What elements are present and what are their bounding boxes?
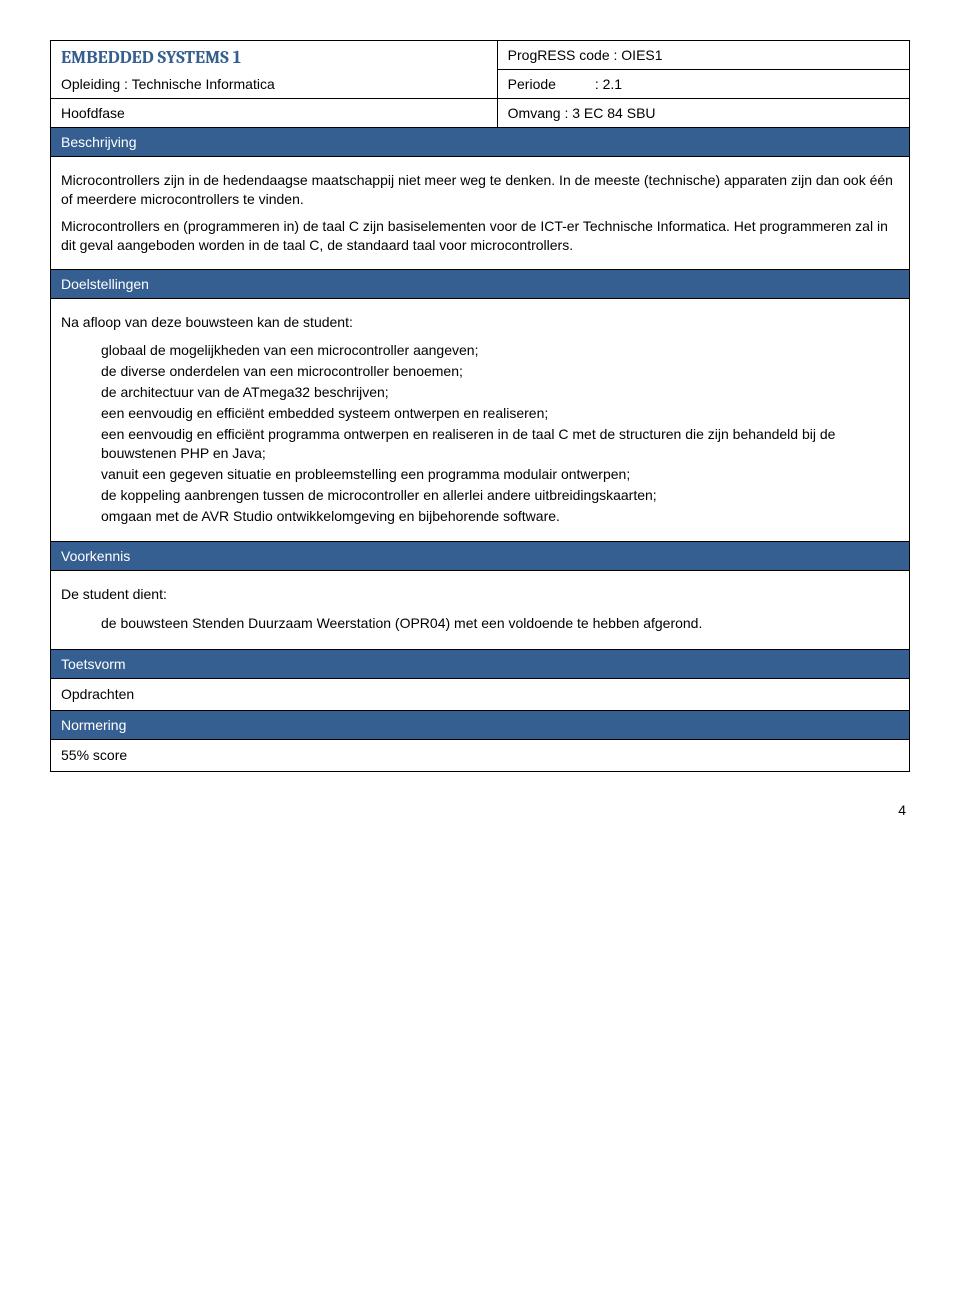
list-item: de koppeling aanbrengen tussen de microc…	[101, 486, 899, 505]
course-info-table: EMBEDDED SYSTEMS 1 Opleiding : Technisch…	[50, 40, 910, 772]
doelstellingen-content: Na afloop van deze bouwsteen kan de stud…	[51, 298, 910, 542]
voorkennis-intro: De student dient:	[61, 585, 899, 604]
voorkennis-header: Voorkennis	[51, 542, 910, 571]
beschrijving-content: Microcontrollers zijn in de hedendaagse …	[51, 157, 910, 270]
list-item: de bouwsteen Stenden Duurzaam Weerstatio…	[101, 614, 899, 633]
list-item: een eenvoudig en efficiënt embedded syst…	[101, 404, 899, 423]
hoofdfase-label: Hoofdfase	[51, 99, 498, 128]
opleiding-label: Opleiding : Technische Informatica	[61, 76, 487, 92]
list-item: een eenvoudig en efficiënt programma ont…	[101, 425, 899, 463]
doelstellingen-header: Doelstellingen	[51, 269, 910, 298]
progress-code: ProgRESS code : OIES1	[497, 41, 909, 70]
doelstellingen-list: globaal de mogelijkheden van een microco…	[61, 341, 899, 525]
list-item: de architectuur van de ATmega32 beschrij…	[101, 383, 899, 402]
toetsvorm-header: Toetsvorm	[51, 650, 910, 679]
list-item: globaal de mogelijkheden van een microco…	[101, 341, 899, 360]
voorkennis-list: de bouwsteen Stenden Duurzaam Weerstatio…	[61, 614, 899, 633]
list-item: vanuit een gegeven situatie en probleems…	[101, 465, 899, 484]
beschrijving-p1: Microcontrollers zijn in de hedendaagse …	[61, 171, 899, 209]
omvang-label: Omvang : 3 EC 84 SBU	[497, 99, 909, 128]
normering-content: 55% score	[51, 740, 910, 772]
beschrijving-p2: Microcontrollers en (programmeren in) de…	[61, 217, 899, 255]
list-item: omgaan met de AVR Studio ontwikkelomgevi…	[101, 507, 899, 526]
doelstellingen-intro: Na afloop van deze bouwsteen kan de stud…	[61, 313, 899, 332]
beschrijving-header: Beschrijving	[51, 128, 910, 157]
voorkennis-content: De student dient: de bouwsteen Stenden D…	[51, 571, 910, 650]
toetsvorm-content: Opdrachten	[51, 679, 910, 711]
course-title: EMBEDDED SYSTEMS 1	[61, 47, 487, 68]
page-number: 4	[50, 802, 910, 818]
periode-label: Periode : 2.1	[497, 70, 909, 99]
normering-header: Normering	[51, 711, 910, 740]
list-item: de diverse onderdelen van een microcontr…	[101, 362, 899, 381]
